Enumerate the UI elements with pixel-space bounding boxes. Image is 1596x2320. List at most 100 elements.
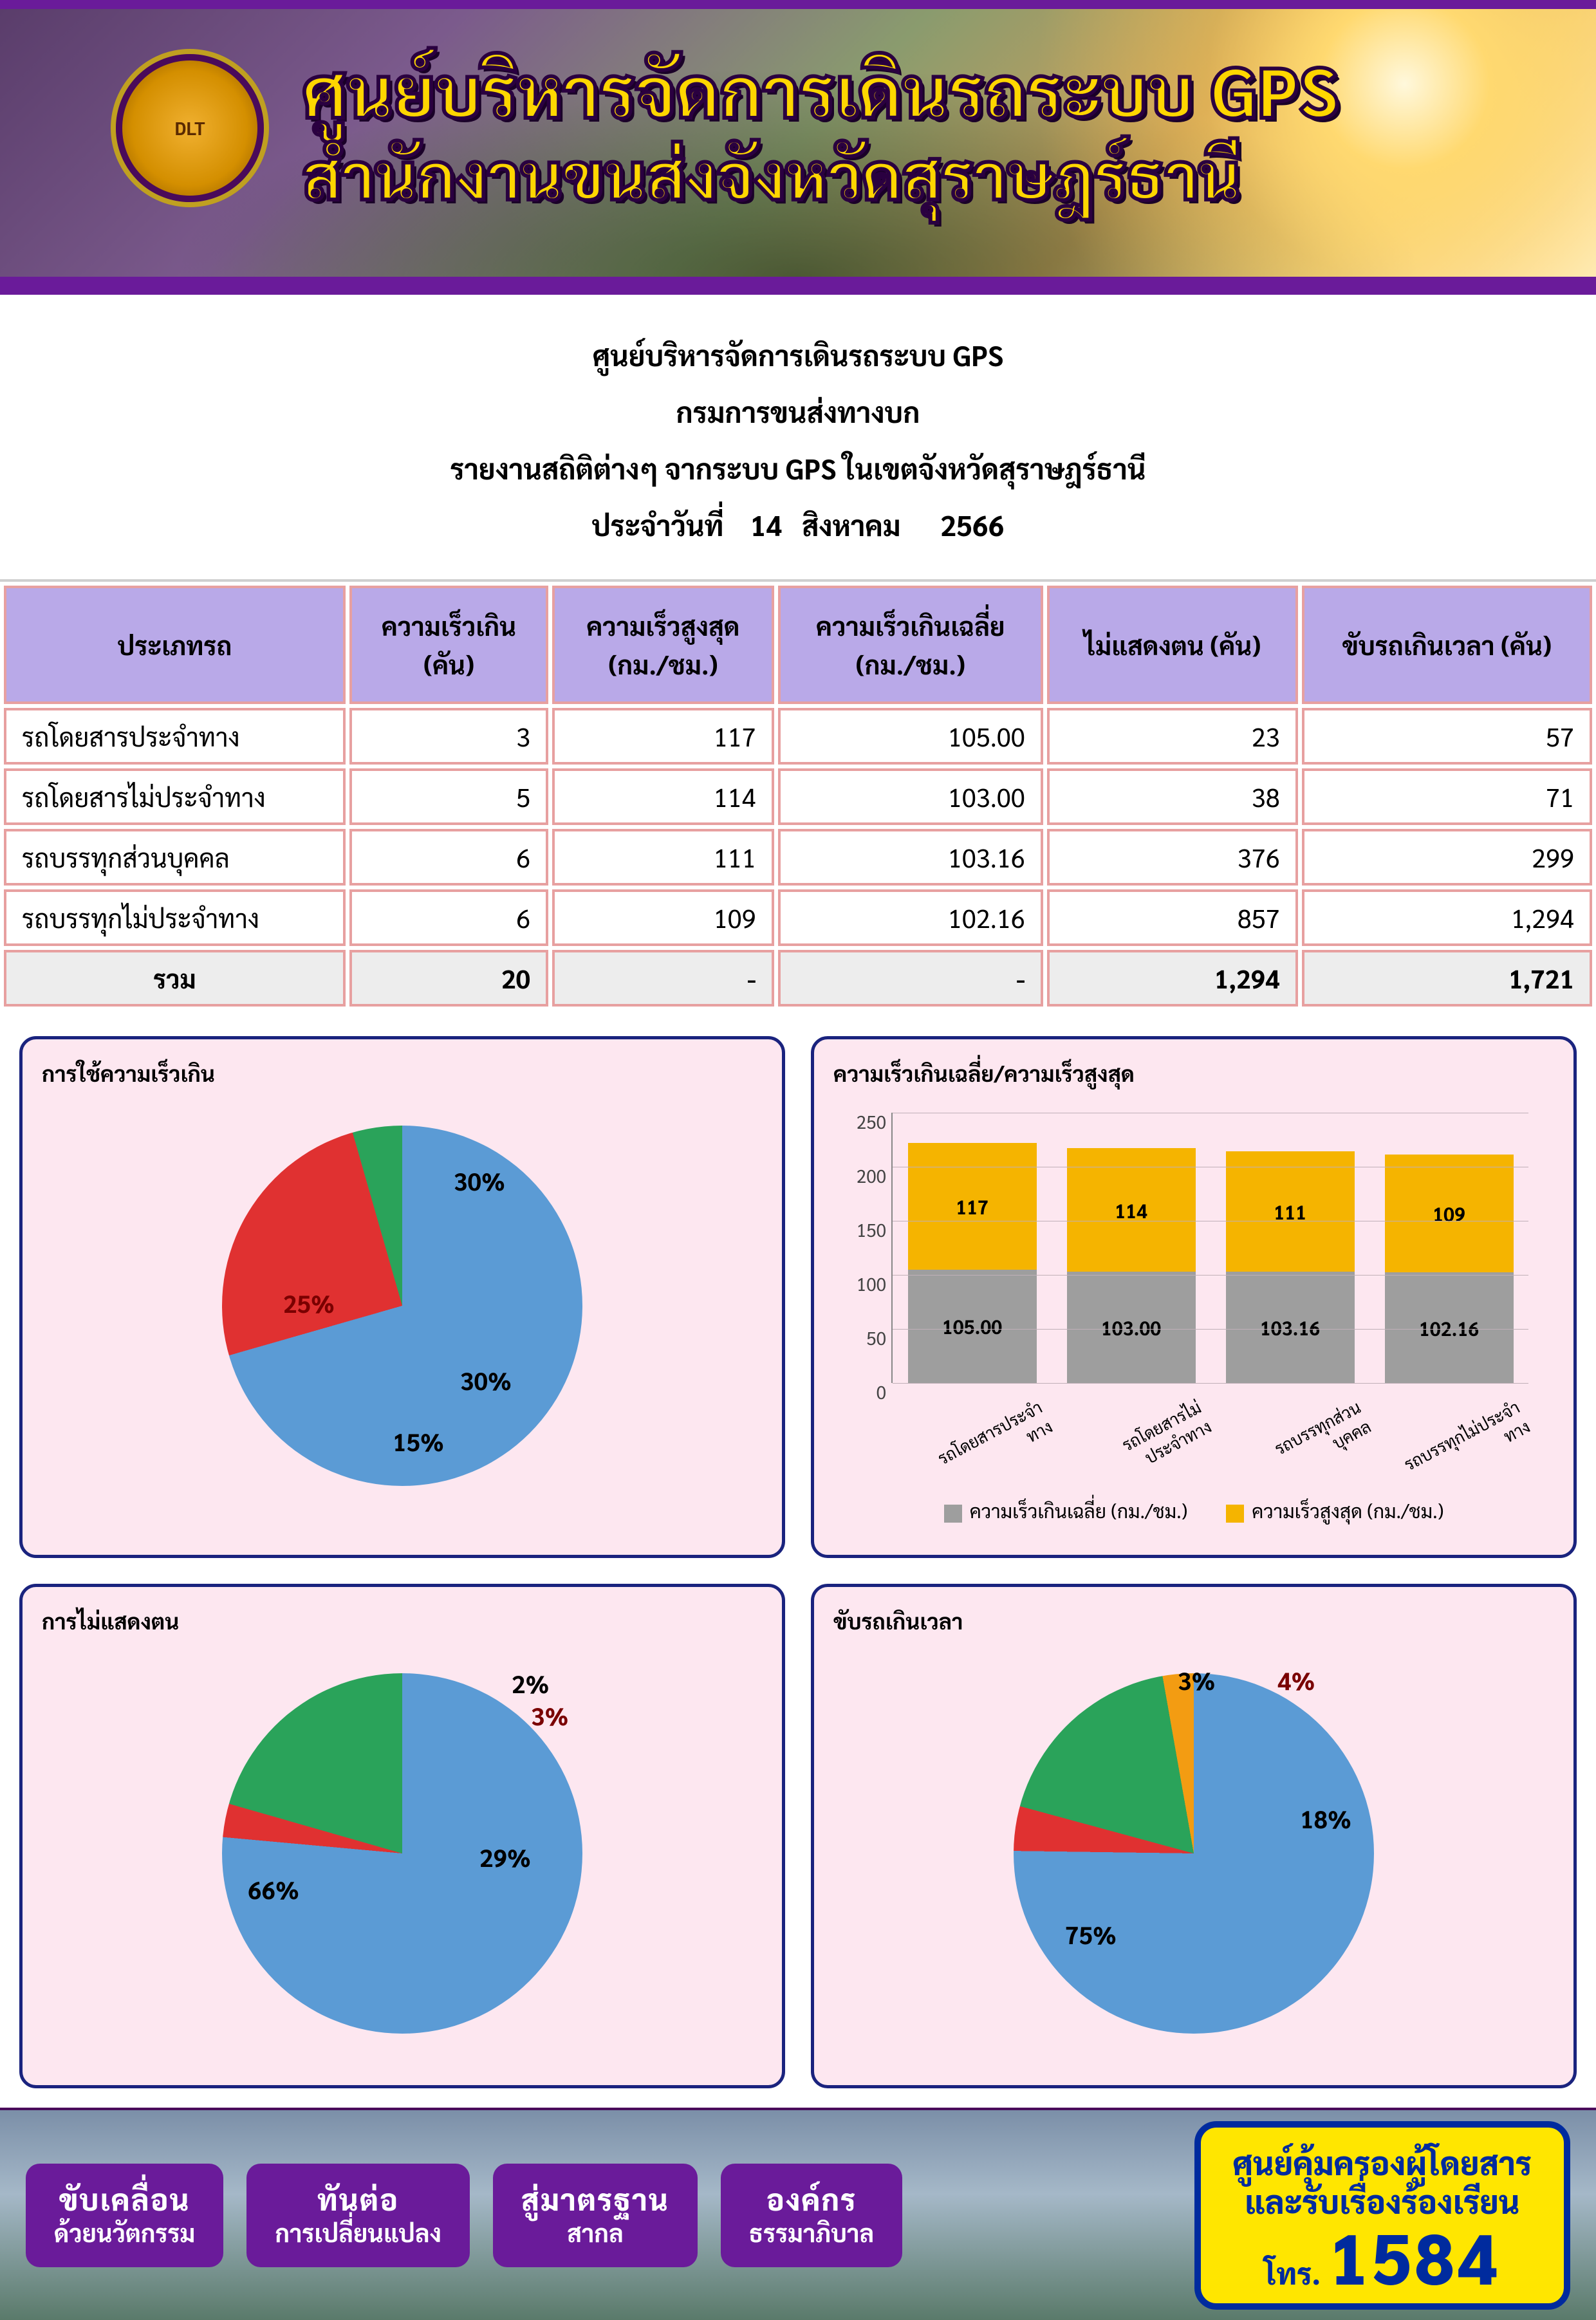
- legend-swatch: [1226, 1505, 1244, 1523]
- report-line: ประจำวันที่ 14 สิงหาคม 2566: [0, 497, 1596, 553]
- footer-badge: ทันต่อการเปลี่ยนแปลง: [246, 2164, 470, 2267]
- badge-line: ทันต่อ: [275, 2180, 441, 2218]
- table-cell: 71: [1302, 768, 1592, 825]
- badge-line: สากล: [521, 2217, 669, 2248]
- table-cell: 3: [349, 708, 548, 765]
- table-cell: 857: [1047, 889, 1298, 946]
- hotline-box: ศูนย์คุ้มครองผู้โดยสาร และรับเรื่องร้องเ…: [1194, 2121, 1571, 2310]
- bar-x-label: รถบรรทุกไม่ประจำทาง: [1400, 1396, 1534, 1495]
- y-tick: 50: [841, 1326, 886, 1350]
- report-line: ศูนย์บริหารจัดการเดินรถระบบ GPS: [0, 327, 1596, 384]
- legend-item: ความเร็วสูงสุด (กม./ชม.): [1226, 1498, 1443, 1523]
- hotline-tel-label: โทร.: [1264, 2253, 1321, 2292]
- table-cell: รถโดยสารไม่ประจำทาง: [4, 768, 346, 825]
- report-line: กรมการขนส่งทางบก: [0, 384, 1596, 440]
- table-row: รถโดยสารไม่ประจำทาง5114103.003871: [4, 768, 1592, 825]
- stats-table: ประเภทรถความเร็วเกิน(คัน)ความเร็วสูงสุด(…: [0, 582, 1596, 1010]
- hotline-tel-number: 1584: [1328, 2220, 1500, 2291]
- chart-title: ขับรถเกินเวลา: [833, 1606, 1554, 1635]
- table-header: ความเร็วสูงสุด(กม./ชม.): [552, 586, 774, 704]
- pie-slice-label: 25%: [283, 1286, 335, 1319]
- y-tick: 100: [841, 1272, 886, 1295]
- table-cell: -: [778, 950, 1043, 1007]
- divider-strip: [0, 277, 1596, 295]
- table-cell: รวม: [4, 950, 346, 1007]
- pie-slice-label: 30%: [454, 1164, 505, 1196]
- bar-grid: 105.00117103.00114103.16111102.16109 050…: [891, 1113, 1528, 1383]
- table-cell: 103.16: [778, 829, 1043, 886]
- table-cell: 117: [552, 708, 774, 765]
- pie-slice-label: 66%: [248, 1873, 299, 1905]
- pie-overtime-box: ขับรถเกินเวลา 3% 4% 18% 75%: [811, 1584, 1577, 2088]
- pie-slice-label: 2%: [512, 1667, 549, 1699]
- badge-line: สู่มาตรฐาน: [521, 2180, 669, 2218]
- hero-title-2: สำนักงานขนส่งจังหวัดสุราษฎร์ธานี: [302, 133, 1570, 214]
- legend-item: ความเร็วเกินเฉลี่ย (กม./ชม.): [944, 1498, 1188, 1523]
- legend-swatch: [944, 1505, 962, 1523]
- table-cell: 111: [552, 829, 774, 886]
- table-header: ไม่แสดงตน (คัน): [1047, 586, 1298, 704]
- agency-logo: DLT: [116, 54, 264, 202]
- y-tick: 150: [841, 1218, 886, 1241]
- bar-chart-box: ความเร็วเกินเฉลี่ย/ความเร็วสูงสุด 105.00…: [811, 1036, 1577, 1558]
- pie-slice-label: 3%: [1178, 1664, 1215, 1696]
- table-cell: 1,294: [1047, 950, 1298, 1007]
- table-cell: 105.00: [778, 708, 1043, 765]
- chart-title: การไม่แสดงตน: [42, 1606, 763, 1635]
- bar-x-label: รถโดยสารไม่ประจำทาง: [1081, 1396, 1216, 1495]
- pie-slice-label: 75%: [1065, 1918, 1117, 1950]
- bar-x-label: รถบรรทุกส่วนบุคคล: [1240, 1396, 1375, 1495]
- table-cell: 102.16: [778, 889, 1043, 946]
- footer-badge: องค์กรธรรมาภิบาล: [721, 2164, 902, 2267]
- table-header: ความเร็วเกิน(คัน): [349, 586, 548, 704]
- chart-title: ความเร็วเกินเฉลี่ย/ความเร็วสูงสุด: [833, 1059, 1554, 1087]
- pie-noshow: 2%3%29%66%: [222, 1673, 582, 2034]
- pie-slice-label: 4%: [1277, 1664, 1315, 1696]
- pie-slice-label: 18%: [1300, 1802, 1351, 1834]
- table-cell: 109: [552, 889, 774, 946]
- badge-line: ขับเคลื่อน: [54, 2180, 195, 2218]
- pie-slice-label: 15%: [393, 1425, 444, 1457]
- table-header: ความเร็วเกินเฉลี่ย(กม./ชม.): [778, 586, 1043, 704]
- bar-segment: 103.16: [1226, 1272, 1355, 1383]
- pie-overtime: 3%4%18%75%: [1014, 1673, 1374, 2034]
- bar-segment: 117: [908, 1143, 1037, 1270]
- bar-segment: 111: [1226, 1151, 1355, 1271]
- pie-noshow-box: การไม่แสดงตน 2%3% 29% 66%: [19, 1584, 785, 2088]
- footer-badge: ขับเคลื่อนด้วยนวัตกรรม: [26, 2164, 223, 2267]
- footer-badge: สู่มาตรฐานสากล: [493, 2164, 698, 2267]
- pie-speed: 15% 25% 30% 30%: [222, 1126, 582, 1486]
- report-line: รายงานสถิติต่างๆ จากระบบ GPS ในเขตจังหวั…: [0, 440, 1596, 497]
- hero-banner: DLT ศูนย์บริหารจัดการเดินรถระบบ GPS สำนั…: [0, 0, 1596, 277]
- bar-column: 102.16109: [1385, 1155, 1514, 1383]
- table-cell: 114: [552, 768, 774, 825]
- bar-segment: 102.16: [1385, 1272, 1514, 1383]
- table-cell: 23: [1047, 708, 1298, 765]
- table-cell: 57: [1302, 708, 1592, 765]
- chart-title: การใช้ความเร็วเกิน: [42, 1059, 763, 1087]
- y-tick: 200: [841, 1164, 886, 1187]
- hero-title-1: ศูนย์บริหารจัดการเดินรถระบบ GPS: [302, 44, 1570, 133]
- pie-slice-label: 3%: [531, 1699, 568, 1731]
- table-cell: 6: [349, 889, 548, 946]
- badge-line: ด้วยนวัตกรรม: [54, 2217, 195, 2248]
- table-cell: 38: [1047, 768, 1298, 825]
- bar-column: 103.16111: [1226, 1151, 1355, 1383]
- bar-column: 103.00114: [1067, 1148, 1196, 1383]
- table-row: รถโดยสารประจำทาง3117105.002357: [4, 708, 1592, 765]
- bar-segment: 103.00: [1067, 1272, 1196, 1383]
- bar-column: 105.00117: [908, 1143, 1037, 1383]
- table-total-row: รวม20--1,2941,721: [4, 950, 1592, 1007]
- pie-slice-label: 29%: [479, 1841, 531, 1873]
- hotline-line: ศูนย์คุ้มครองผู้โดยสาร: [1233, 2143, 1532, 2182]
- badge-line: องค์กร: [749, 2180, 874, 2218]
- table-cell: 20: [349, 950, 548, 1007]
- pie-slice-label: 30%: [460, 1364, 512, 1396]
- pie-speed-box: การใช้ความเร็วเกิน 15% 25% 30% 30%: [19, 1036, 785, 1558]
- bar-x-label: รถโดยสารประจำทาง: [922, 1396, 1056, 1495]
- table-cell: รถบรรทุกไม่ประจำทาง: [4, 889, 346, 946]
- badge-line: ธรรมาภิบาล: [749, 2217, 874, 2248]
- table-row: รถบรรทุกไม่ประจำทาง6109102.168571,294: [4, 889, 1592, 946]
- table-cell: 5: [349, 768, 548, 825]
- table-header: ประเภทรถ: [4, 586, 346, 704]
